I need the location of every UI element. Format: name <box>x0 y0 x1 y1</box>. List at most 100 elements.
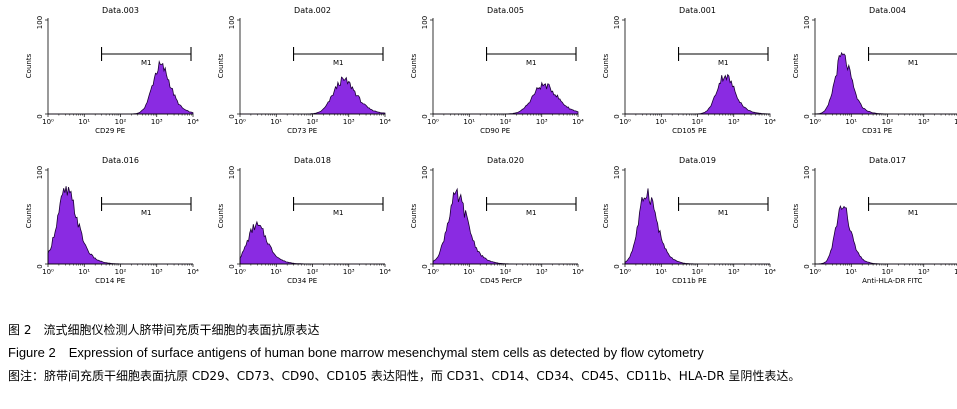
x-tick-label: 10⁰ <box>809 118 821 126</box>
histogram-area <box>624 188 770 265</box>
y-tick-label: 0 <box>228 114 236 118</box>
y-axis-label: Counts <box>25 203 33 228</box>
y-tick-label: 100 <box>803 166 811 179</box>
x-tick-label: 10⁴ <box>764 118 776 126</box>
x-tick-label: 10² <box>882 118 894 126</box>
histogram-panel: Data.016 10⁰ 10¹ 10² 10³ 10⁴ 0 100 Counts CD14 PE… <box>8 154 199 306</box>
histogram-svg: Data.005 10⁰ 10¹ 10² 10³ 10⁴ 0 100 Counts CD90 PE… <box>410 6 584 135</box>
x-tick-label: 10⁰ <box>619 268 631 276</box>
x-tick-label: 10² <box>115 268 127 276</box>
x-tick-label: 10³ <box>151 268 163 276</box>
y-tick-label: 100 <box>36 16 44 29</box>
y-axis-label: Counts <box>25 53 33 78</box>
x-tick-label: 10³ <box>536 118 548 126</box>
histogram-area <box>625 73 771 115</box>
y-tick-label: 100 <box>421 166 429 179</box>
x-tick-label: 10² <box>692 118 704 126</box>
x-tick-label: 10⁴ <box>764 268 776 276</box>
y-axis-label: Counts <box>217 203 225 228</box>
y-tick-label: 100 <box>36 166 44 179</box>
x-tick-label: 10⁰ <box>619 118 631 126</box>
x-tick-label: 10⁰ <box>809 268 821 276</box>
x-tick-label: 10⁴ <box>954 268 957 276</box>
x-tick-label: 10⁴ <box>187 118 199 126</box>
x-axis-label: CD31 PE <box>862 127 892 135</box>
x-tick-label: 10⁰ <box>42 268 54 276</box>
histogram-panel: Data.004 10⁰ 10¹ 10² 10³ 10⁴ 0 100 Counts CD31 PE… <box>775 4 957 156</box>
gate-label: M1 <box>141 209 152 217</box>
x-tick-label: 10⁴ <box>187 268 199 276</box>
y-tick-label: 0 <box>421 114 429 118</box>
x-tick-label: 10⁰ <box>427 118 439 126</box>
x-tick-label: 10² <box>115 118 127 126</box>
x-tick-label: 10¹ <box>78 118 90 126</box>
histogram-svg: Data.001 10⁰ 10¹ 10² 10³ 10⁴ 0 100 Counts CD105 P… <box>602 6 776 135</box>
y-tick-label: 100 <box>613 166 621 179</box>
gate-label: M1 <box>141 59 152 67</box>
x-axis-label: CD105 PE <box>672 127 707 135</box>
y-tick-label: 0 <box>228 264 236 268</box>
histogram-area <box>433 81 579 115</box>
x-tick-label: 10⁴ <box>379 268 391 276</box>
x-tick-label: 10⁴ <box>572 118 584 126</box>
x-axis-label: CD90 PE <box>480 127 510 135</box>
y-axis-label: Counts <box>410 53 418 78</box>
histogram-area <box>240 76 386 115</box>
gate-label: M1 <box>718 59 729 67</box>
gate-label: M1 <box>333 209 344 217</box>
x-tick-label: 10² <box>882 268 894 276</box>
y-tick-label: 0 <box>613 264 621 268</box>
chart-title: Data.018 <box>294 156 331 165</box>
x-tick-label: 10³ <box>343 268 355 276</box>
histogram-area <box>432 187 578 265</box>
histogram-panel: Data.019 10⁰ 10¹ 10² 10³ 10⁴ 0 100 Counts CD11b P… <box>585 154 776 306</box>
x-axis-label: CD11b PE <box>672 277 707 285</box>
x-tick-label: 10¹ <box>845 268 857 276</box>
y-axis-label: Counts <box>217 53 225 78</box>
x-tick-label: 10³ <box>151 118 163 126</box>
x-axis-label: CD29 PE <box>95 127 125 135</box>
x-tick-label: 10⁴ <box>954 118 957 126</box>
x-tick-label: 10¹ <box>463 118 475 126</box>
x-tick-label: 10⁴ <box>379 118 391 126</box>
y-tick-label: 0 <box>36 264 44 268</box>
gate-label: M1 <box>526 59 537 67</box>
gate-label: M1 <box>718 209 729 217</box>
x-tick-label: 10³ <box>728 268 740 276</box>
chart-title: Data.004 <box>869 6 906 15</box>
gate-label: M1 <box>908 59 919 67</box>
histogram-panel: Data.018 10⁰ 10¹ 10² 10³ 10⁴ 0 100 Counts CD34 PE… <box>200 154 391 306</box>
y-axis-label: Counts <box>410 203 418 228</box>
y-tick-label: 0 <box>613 114 621 118</box>
x-tick-label: 10⁰ <box>234 118 246 126</box>
histogram-area <box>815 204 957 265</box>
chart-title: Data.002 <box>294 6 331 15</box>
y-axis-label: Counts <box>602 53 610 78</box>
histogram-panel: Data.001 10⁰ 10¹ 10² 10³ 10⁴ 0 100 Counts CD105 P… <box>585 4 776 156</box>
x-tick-label: 10¹ <box>270 268 282 276</box>
histogram-svg: Data.017 10⁰ 10¹ 10² 10³ 10⁴ 0 100 Counts Anti-HL… <box>792 156 957 285</box>
histogram-svg: Data.004 10⁰ 10¹ 10² 10³ 10⁴ 0 100 Counts CD31 PE… <box>792 6 957 135</box>
y-axis-label: Counts <box>792 53 800 78</box>
x-tick-label: 10¹ <box>655 118 667 126</box>
histogram-svg: Data.018 10⁰ 10¹ 10² 10³ 10⁴ 0 100 Counts CD34 PE… <box>217 156 391 285</box>
x-tick-label: 10¹ <box>845 118 857 126</box>
x-tick-label: 10⁰ <box>234 268 246 276</box>
chart-title: Data.020 <box>487 156 524 165</box>
figure-note: 图注：脐带间充质干细胞表面抗原 CD29、CD73、CD90、CD105 表达阳… <box>8 369 801 383</box>
gate-label: M1 <box>908 209 919 217</box>
y-tick-label: 100 <box>421 16 429 29</box>
x-axis-label: CD14 PE <box>95 277 125 285</box>
chart-title: Data.019 <box>679 156 716 165</box>
y-axis-label: Counts <box>602 203 610 228</box>
histogram-svg: Data.020 10⁰ 10¹ 10² 10³ 10⁴ 0 100 Counts CD45 Pe… <box>410 156 584 285</box>
x-axis-label: CD45 PerCP <box>480 277 522 285</box>
x-axis-label: CD34 PE <box>287 277 317 285</box>
x-tick-label: 10⁰ <box>427 268 439 276</box>
y-tick-label: 100 <box>613 16 621 29</box>
chart-title: Data.017 <box>869 156 906 165</box>
histogram-svg: Data.003 10⁰ 10¹ 10² 10³ 10⁴ 0 100 Counts CD29 PE… <box>25 6 199 135</box>
x-tick-label: 10⁴ <box>572 268 584 276</box>
x-axis-label: CD73 PE <box>287 127 317 135</box>
